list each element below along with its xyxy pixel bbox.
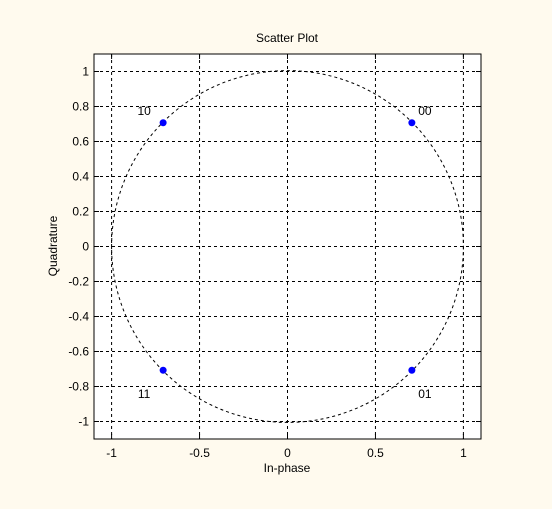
y-tick-label: 1 xyxy=(82,65,89,79)
point-label-01: 01 xyxy=(418,387,432,401)
y-tick-label: -0.2 xyxy=(68,275,89,289)
y-tick-label: 0.2 xyxy=(72,205,89,219)
scatter-points xyxy=(159,119,416,374)
y-tick-label: -0.4 xyxy=(68,310,89,324)
scatter-point-10 xyxy=(159,119,167,127)
unit-circle xyxy=(111,70,464,423)
x-tick-label: -1 xyxy=(106,446,117,460)
y-tick-label: 0.8 xyxy=(72,100,89,114)
scatter-point-11 xyxy=(159,366,167,374)
x-tick-label: 0.5 xyxy=(367,446,384,460)
y-tick-label: 0 xyxy=(82,240,89,254)
plot-frame xyxy=(93,53,482,440)
x-tick-label: 1 xyxy=(460,446,467,460)
point-label-00: 00 xyxy=(418,104,432,118)
axis-ticks: -1 -0.5 0 0.5 110.80.60.40.20-0.2-0.4-0.6-0.… xyxy=(68,54,481,460)
y-tick-label: -0.8 xyxy=(68,380,89,394)
y-tick-label: -1 xyxy=(78,415,89,429)
point-label-11: 11 xyxy=(138,387,151,401)
y-tick-label: 0.4 xyxy=(72,170,89,184)
point-label-10: 10 xyxy=(137,104,151,118)
y-tick-label: 0.6 xyxy=(72,135,89,149)
x-tick-label: -0.5 xyxy=(189,446,210,460)
y-tick-label: -0.6 xyxy=(68,345,89,359)
scatter-point-01 xyxy=(408,366,416,374)
chart-title: Scatter Plot xyxy=(256,31,319,45)
scatter-point-00 xyxy=(408,119,416,127)
x-tick-label: 0 xyxy=(284,446,291,460)
y-axis-title: Quadrature xyxy=(46,215,60,276)
x-axis-title: In-phase xyxy=(264,461,311,475)
point-labels: 00 01 10 11 xyxy=(137,104,431,401)
